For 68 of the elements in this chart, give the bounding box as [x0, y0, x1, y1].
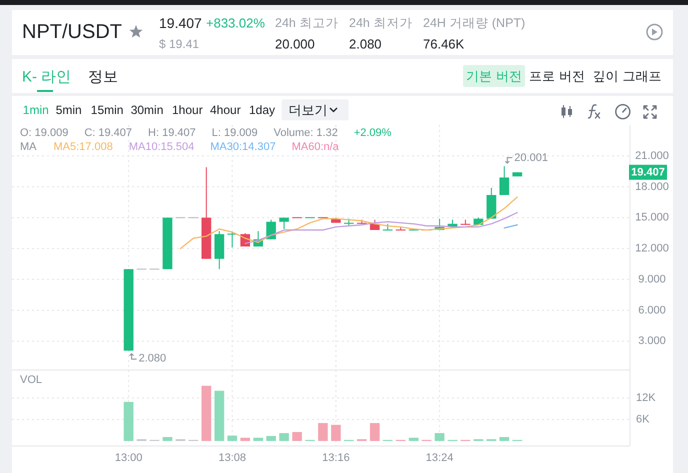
text: MA10:15.504 — [128, 141, 194, 153]
bar — [434, 433, 444, 441]
text: $ 19.41 — [159, 37, 200, 51]
y-tick-label: 15.000 — [635, 212, 669, 224]
bar — [408, 438, 418, 441]
text: 15min — [90, 103, 124, 117]
bar — [202, 386, 212, 441]
bar — [266, 436, 276, 441]
legend-title: MA — [20, 141, 38, 153]
text: 24h 최저가 — [349, 16, 412, 30]
bar — [370, 423, 380, 441]
text: 76.46K — [423, 36, 465, 52]
annotation: 19.407 — [631, 166, 665, 178]
y-tick-label: 12K — [636, 392, 656, 404]
chart-title: VOL — [20, 374, 42, 386]
text: 30min — [130, 103, 164, 117]
annotation: C: 19.407 — [84, 127, 132, 139]
text: 정보 — [88, 68, 118, 86]
annotation: 2.080 — [138, 352, 166, 365]
text: 19.407 — [159, 15, 202, 31]
bar — [331, 424, 341, 441]
text: 깊이 그래프 — [592, 68, 662, 84]
y-tick-label: 9.000 — [638, 273, 666, 286]
text: MA5:17.008 — [54, 141, 113, 153]
text: K- 라인 — [22, 68, 72, 86]
y-tick-label: 12.000 — [635, 242, 669, 255]
text: 1min — [22, 103, 49, 117]
text: 2.080 — [349, 36, 382, 52]
text: 1day — [249, 103, 276, 117]
line-series — [180, 196, 518, 250]
x-tick-label: 13:24 — [426, 452, 454, 464]
bar — [227, 436, 238, 441]
y-tick-label: 18.000 — [635, 180, 669, 193]
text: +833.02% — [206, 16, 266, 30]
annotation: O: 19.009 — [20, 127, 68, 139]
x-tick-label: 13:08 — [218, 452, 246, 464]
bar — [214, 390, 224, 441]
bar — [279, 433, 289, 441]
chart-title: NPT/USDT — [22, 21, 122, 43]
text: 더보기 — [288, 102, 328, 118]
text: 기본 버전 — [466, 68, 522, 84]
annotation: L: 19.009 — [212, 127, 258, 139]
y-tick-label: 21.000 — [635, 150, 669, 162]
text: 24H 거래량 (NPT) — [423, 16, 526, 30]
y-tick-label: 6.000 — [638, 304, 666, 316]
y-tick-label: 3.000 — [638, 335, 666, 348]
legend-label: MA60:n/a — [292, 141, 340, 153]
bar — [318, 423, 328, 441]
x-tick-label: 13:16 — [322, 452, 350, 464]
text: 1hour — [172, 103, 203, 117]
text: 24h 최고가 — [275, 16, 338, 30]
text: 4hour — [210, 103, 241, 117]
annotation: H: 19.407 — [148, 127, 196, 139]
text: MA30:14.307 — [210, 141, 276, 153]
bar — [499, 437, 510, 441]
text: 프로 버전 — [529, 68, 585, 84]
bar — [253, 438, 264, 441]
bar — [124, 402, 134, 441]
annotation: +2.09% — [354, 127, 392, 139]
x-tick-label: 13:00 — [114, 452, 142, 464]
annotation: 20.001 — [514, 152, 548, 164]
text: 20.000 — [275, 36, 315, 52]
y-tick-label: 6K — [636, 413, 650, 426]
bar — [240, 438, 250, 441]
text: 5min — [56, 103, 82, 117]
bar — [162, 437, 172, 441]
annotation: Volume: 1.32 — [274, 127, 338, 139]
bar — [292, 432, 302, 441]
